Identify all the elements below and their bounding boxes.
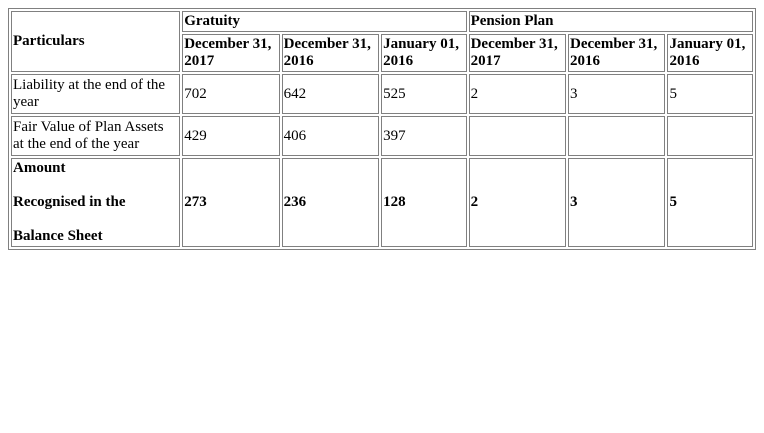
table-row: Liability at the end of the year 702 642 … (11, 74, 753, 114)
cell-value: 273 (182, 158, 280, 247)
cell-value: 128 (381, 158, 467, 247)
cell-value (468, 116, 567, 156)
cell-value: 2 (468, 158, 567, 247)
particulars-header: Particulars (11, 11, 181, 72)
cell-value: 236 (281, 158, 380, 247)
date-header-pension-dec-2017: December 31, 2017 (468, 34, 567, 72)
cell-value (568, 116, 666, 156)
date-header-row: December 31, 2017 December 31, 2016 Januar… (11, 34, 753, 72)
date-header-pension-dec-2016: December 31, 2016 (568, 34, 666, 72)
pension-plan-group-header: Pension Plan (468, 11, 753, 32)
date-header-gratuity-dec-2017: December 31, 2017 (182, 34, 280, 72)
date-header-gratuity-dec-2016: December 31, 2016 (281, 34, 380, 72)
cell-value: 702 (182, 74, 280, 114)
cell-value (667, 116, 753, 156)
cell-value: 397 (381, 116, 467, 156)
table-row: Amount Recognised in the Balance Sheet 2… (11, 158, 753, 247)
cell-value: 429 (182, 116, 280, 156)
cell-value: 2 (468, 74, 567, 114)
cell-value: 3 (568, 74, 666, 114)
cell-value: 5 (667, 158, 753, 247)
cell-value: 406 (281, 116, 380, 156)
date-header-gratuity-jan-2016: January 01, 2016 (381, 34, 467, 72)
cell-value: 3 (568, 158, 666, 247)
cell-value: 5 (667, 74, 753, 114)
balance-sheet-table: Particulars Gratuity Pension Plan Decemb… (8, 8, 756, 250)
row-label-plan-assets: Fair Value of Plan Assets at the end of t… (11, 116, 181, 156)
gratuity-group-header: Gratuity (182, 11, 467, 32)
date-header-pension-jan-2016: January 01, 2016 (667, 34, 753, 72)
cell-value: 525 (381, 74, 467, 114)
table-row: Fair Value of Plan Assets at the end of t… (11, 116, 753, 156)
row-label-amount-recognised: Amount Recognised in the Balance Sheet (11, 158, 181, 247)
group-header-row: Particulars Gratuity Pension Plan (11, 11, 753, 72)
cell-value: 642 (281, 74, 380, 114)
row-label-liability: Liability at the end of the year (11, 74, 181, 114)
